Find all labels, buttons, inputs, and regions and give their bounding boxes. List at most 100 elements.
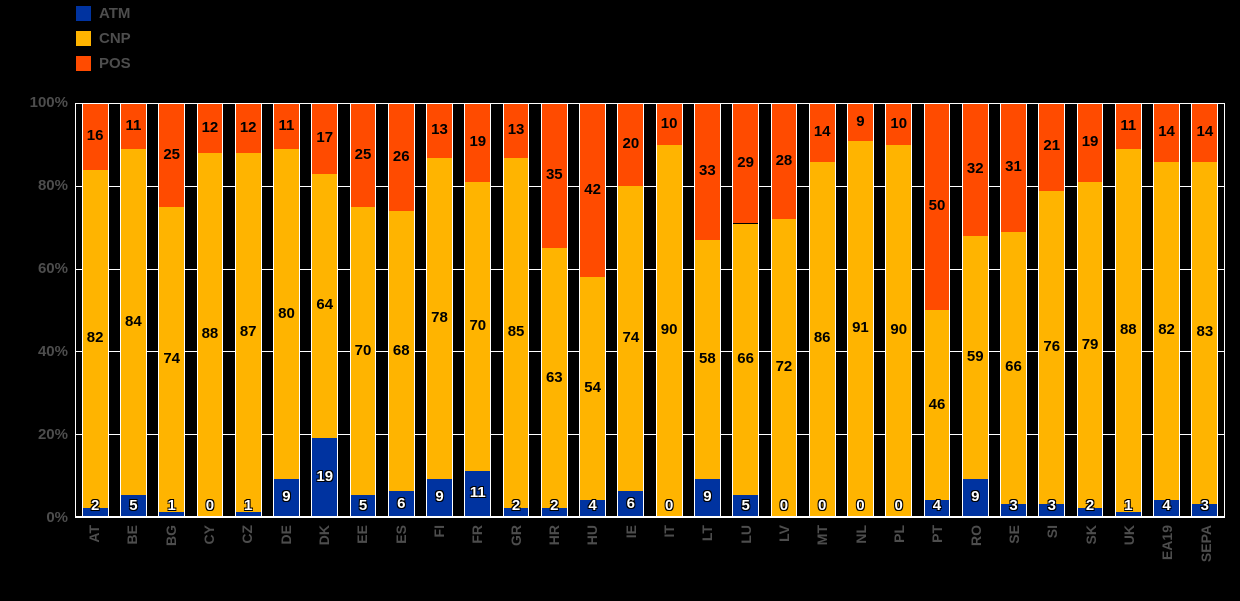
bar-slot: 0 90 10 (880, 104, 918, 516)
bar-slot: 1 74 25 (153, 104, 191, 516)
bar-ro: 9 59 32 (961, 104, 989, 516)
segment-pos (121, 104, 146, 150)
segment-pos (886, 104, 912, 146)
bar-pl: 0 90 10 (885, 104, 913, 516)
segment-pos (312, 104, 338, 175)
x-tick-label: EE (354, 525, 371, 544)
segment-pos (235, 104, 261, 154)
segment-atm (235, 511, 261, 516)
bar-slot: 9 78 13 (420, 104, 458, 516)
segment-cnp (924, 310, 950, 500)
bar-bg: 1 74 25 (158, 104, 186, 516)
x-slot: UK (1110, 521, 1148, 599)
segment-pos (350, 104, 376, 207)
segment-pos (1001, 104, 1026, 232)
bar-sepa: 3 83 14 (1191, 104, 1219, 516)
bar-slot: 6 74 20 (612, 104, 650, 516)
segment-cnp (1192, 161, 1218, 504)
segment-cnp (1001, 231, 1026, 504)
segment-pos (1077, 104, 1103, 183)
x-slot: LV (765, 521, 803, 599)
bar-slot: 9 80 11 (267, 104, 305, 516)
x-tick-label: IE (622, 525, 639, 539)
segment-atm (962, 478, 988, 516)
segment-cnp (656, 145, 682, 516)
segment-pos (1039, 104, 1065, 191)
bar-fi: 9 78 13 (426, 104, 453, 516)
x-tick-label: FI (431, 525, 448, 538)
y-tick-label: 20% (37, 426, 68, 443)
bar-de: 9 80 11 (273, 104, 300, 516)
bars-container: 2 82 16 5 84 11 1 74 25 0 88 12 1 87 12 9 80 11 19 64 17 5 70 2… (76, 104, 1224, 516)
segment-atm (1115, 511, 1141, 516)
segment-cnp (694, 239, 720, 479)
segment-atm (503, 507, 529, 516)
x-tick-label: DE (277, 525, 294, 545)
segment-cnp (465, 182, 491, 471)
bar-nl: 0 91 9 (847, 104, 874, 516)
segment-cnp (848, 141, 873, 516)
segment-pos (1154, 104, 1179, 162)
x-tick-label: PT (929, 525, 946, 543)
x-slot: LU (727, 521, 765, 599)
gridline (76, 433, 1224, 435)
segment-cnp (962, 235, 988, 479)
segment-pos (1192, 104, 1218, 162)
bar-cz: 1 87 12 (234, 104, 262, 516)
x-slot: HU (573, 521, 611, 599)
segment-cnp (350, 207, 376, 496)
x-slot: SEPA (1187, 521, 1225, 599)
segment-pos (733, 104, 759, 224)
segment-cnp (82, 169, 108, 508)
segment-pos (503, 104, 529, 158)
segment-cnp (388, 211, 414, 492)
x-slot: ES (382, 521, 420, 599)
segment-cnp (312, 174, 338, 438)
legend-label: ATM (99, 5, 131, 22)
gridline (76, 351, 1224, 353)
x-tick-label: ES (392, 525, 409, 544)
x-tick-label: HR (546, 525, 563, 546)
bar-slot: 2 79 19 (1071, 104, 1109, 516)
legend-swatch-pos (76, 56, 91, 71)
segment-cnp (733, 223, 759, 496)
segment-atm (427, 478, 452, 516)
gridline (76, 268, 1224, 270)
bar-si: 3 76 21 (1038, 104, 1066, 516)
x-slot: HR (535, 521, 573, 599)
x-slot: AT (75, 521, 113, 599)
x-slot: EA19 (1148, 521, 1186, 599)
segment-pos (274, 104, 299, 150)
bar-slot: 1 88 11 (1109, 104, 1147, 516)
bar-se: 3 66 31 (1000, 104, 1027, 516)
segment-pos (580, 104, 605, 278)
plot-area: 2 82 16 5 84 11 1 74 25 0 88 12 1 87 12 9 80 11 19 64 17 5 70 2… (75, 103, 1225, 518)
bar-slot: 5 70 25 (344, 104, 382, 516)
bar-slot: 2 82 16 (76, 104, 114, 516)
x-tick-label: SK (1082, 525, 1099, 545)
x-tick-label: NL (852, 525, 869, 544)
legend-item-pos: POS (76, 56, 131, 71)
chart-legend: ATM CNP POS (76, 6, 131, 71)
segment-cnp (1115, 149, 1141, 512)
segment-atm (694, 478, 720, 516)
segment-cnp (886, 145, 912, 516)
segment-pos (771, 104, 797, 220)
bar-ea19: 4 82 14 (1153, 104, 1180, 516)
bar-slot: 0 91 9 (841, 104, 879, 516)
segment-atm (1077, 507, 1103, 516)
x-tick-label: LT (699, 525, 716, 542)
y-tick-label: 40% (37, 343, 68, 360)
legend-label: POS (99, 55, 131, 72)
x-slot: IT (650, 521, 688, 599)
x-slot: FR (458, 521, 496, 599)
segment-atm (733, 495, 759, 516)
segment-atm (1001, 503, 1026, 516)
x-slot: SK (1072, 521, 1110, 599)
segment-pos (694, 104, 720, 240)
x-tick-label: SEPA (1197, 525, 1214, 563)
segment-cnp (197, 153, 223, 516)
x-slot: IE (612, 521, 650, 599)
x-slot: SE (995, 521, 1033, 599)
